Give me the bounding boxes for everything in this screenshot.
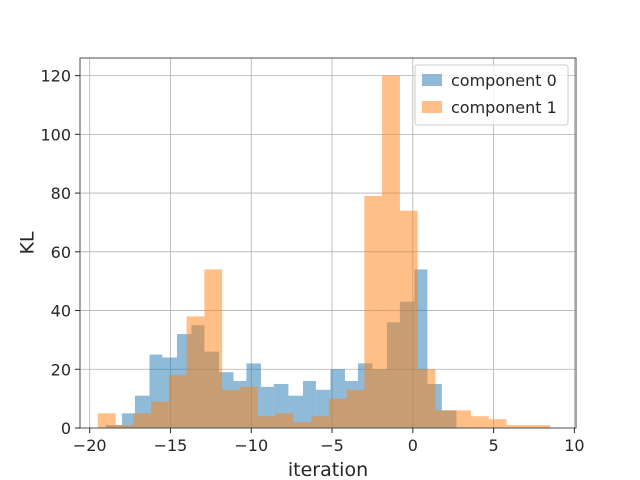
y-tick-label: 120 (40, 67, 71, 86)
legend-box (414, 64, 569, 126)
y-tick-label: 20 (51, 360, 71, 379)
histogram-bar (435, 410, 454, 428)
x-tick-label: 0 (408, 436, 418, 455)
x-tick-label: −5 (320, 436, 344, 455)
histogram-bar (115, 425, 134, 428)
y-tick-label: 0 (61, 419, 71, 438)
histogram-bar (222, 389, 240, 428)
histogram-bar (151, 401, 169, 428)
x-tick-label: −20 (73, 436, 107, 455)
x-tick-label: 10 (564, 436, 584, 455)
legend-swatch-component-1 (422, 101, 442, 113)
y-tick-label: 60 (51, 243, 71, 262)
legend-label-component-0: component 0 (451, 71, 557, 90)
histogram-bar (488, 419, 507, 428)
histogram-bar (328, 398, 347, 428)
histogram-bar (382, 75, 400, 428)
bar-groups (97, 75, 551, 428)
histogram-bar (506, 425, 525, 428)
histogram-bar (122, 413, 135, 428)
y-tick-label: 80 (51, 184, 71, 203)
histogram-bar (133, 413, 152, 428)
x-tick-label: −15 (154, 436, 188, 455)
x-tick-label: −10 (234, 436, 268, 455)
histogram-bar (311, 416, 329, 428)
histogram-bar (453, 410, 471, 428)
histogram-bar (97, 413, 116, 428)
histogram-bar (239, 386, 258, 428)
histogram-bar (346, 389, 365, 428)
plot-frame (79, 57, 577, 429)
y-tick-label: 100 (40, 125, 71, 144)
histogram-bar (470, 416, 489, 428)
histogram-bar (186, 316, 205, 428)
y-tick-label: 40 (51, 302, 71, 321)
y-axis-label: KL (17, 231, 39, 254)
histogram-bar (524, 425, 551, 428)
histogram-bar (417, 369, 436, 428)
legend-label-component-1: component 1 (451, 98, 557, 117)
histogram-bar (257, 416, 276, 428)
x-tick-label: 5 (489, 436, 499, 455)
histogram-bar (275, 413, 294, 428)
histogram-bar (293, 422, 312, 428)
histogram-bar (399, 210, 418, 428)
series-component-1 (97, 75, 551, 428)
legend-swatch-component-0 (422, 74, 442, 86)
histogram-bar (364, 196, 383, 428)
legend: component 0 component 1 (414, 64, 569, 126)
histogram-bar (168, 375, 187, 428)
histogram-bar (204, 269, 223, 428)
x-axis-label: iteration (288, 459, 368, 480)
